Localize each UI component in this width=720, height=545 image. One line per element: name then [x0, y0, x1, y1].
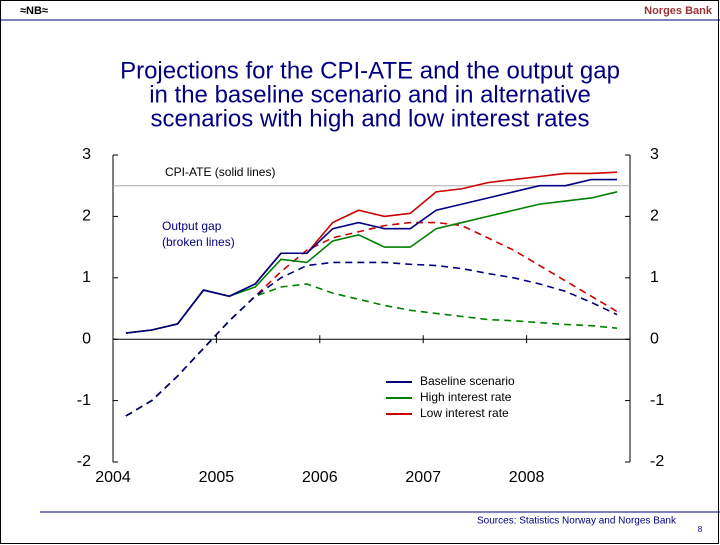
legend-label: Low interest rate	[420, 406, 509, 420]
y-tick-label: 2	[82, 208, 91, 225]
chart-title: Projections for the CPI-ATE and the outp…	[120, 57, 620, 84]
y2-tick-label: 0	[650, 330, 659, 347]
x-tick-label: 2008	[509, 469, 545, 486]
y2-tick-label: -2	[650, 453, 664, 470]
y2-tick-label: 1	[650, 269, 659, 286]
y-tick-label: 0	[82, 330, 91, 347]
y2-tick-label: 2	[650, 208, 659, 225]
annotation: CPI-ATE (solid lines)	[165, 165, 275, 179]
gap-line	[125, 261, 618, 417]
y-tick-label: -2	[77, 453, 91, 470]
y2-tick-label: -1	[650, 392, 664, 409]
page-number: 8	[698, 525, 703, 534]
logo: ≈NB≈	[20, 5, 48, 17]
x-tick-label: 2007	[405, 469, 441, 486]
y-tick-label: 1	[82, 269, 91, 286]
x-tick-label: 2006	[302, 469, 338, 486]
annotation: Output gap	[162, 219, 222, 233]
annotation: (broken lines)	[162, 235, 235, 249]
x-tick-label: 2004	[95, 469, 131, 486]
legend-label: Baseline scenario	[420, 374, 515, 388]
source: Sources: Statistics Norway and Norges Ba…	[477, 516, 677, 527]
y2-tick-label: 3	[650, 146, 659, 163]
y-tick-label: 3	[82, 146, 91, 163]
chart-title: scenarios with high and low interest rat…	[151, 105, 590, 132]
brand: Norges Bank	[644, 5, 713, 17]
legend-label: High interest rate	[420, 390, 512, 404]
chart-title: in the baseline scenario and in alternat…	[149, 81, 591, 108]
x-tick-label: 2005	[199, 469, 235, 486]
cpi-line	[125, 178, 618, 334]
y-tick-label: -1	[77, 392, 91, 409]
